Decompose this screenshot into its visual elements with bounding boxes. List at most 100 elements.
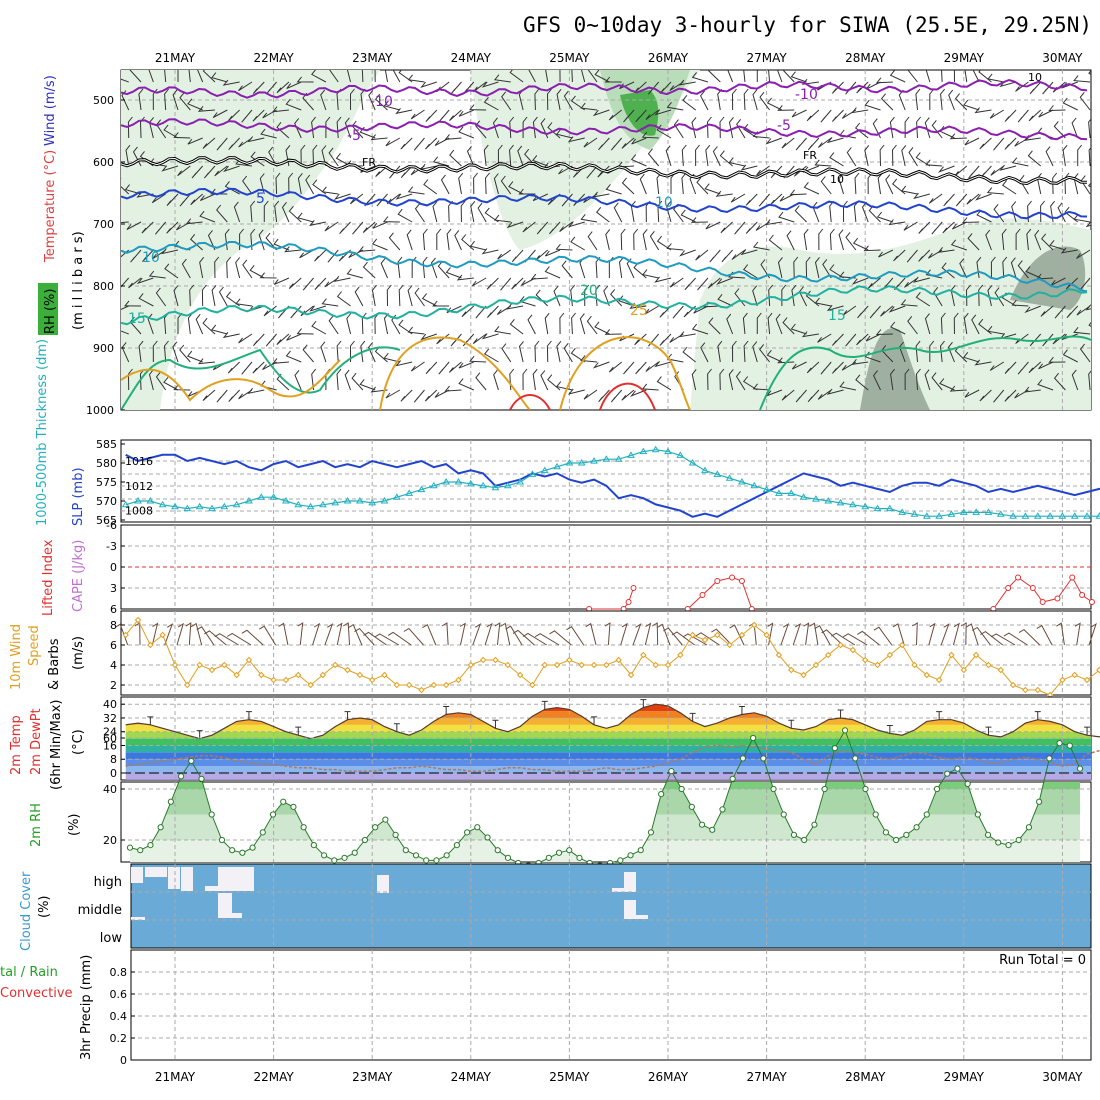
wind10-barbs bbox=[114, 622, 1097, 646]
wind-barb bbox=[764, 219, 783, 226]
rh-point bbox=[351, 849, 358, 856]
wind-barb bbox=[743, 70, 746, 83]
wind-barb bbox=[1076, 305, 1091, 316]
wind-barb bbox=[444, 385, 462, 392]
rh-point bbox=[780, 811, 787, 818]
rh-point bbox=[790, 831, 798, 839]
wind-barb bbox=[583, 389, 598, 400]
wind-barb bbox=[223, 165, 240, 173]
wind-barb bbox=[681, 172, 687, 195]
wind-barb bbox=[907, 315, 918, 335]
rh-point bbox=[147, 842, 154, 849]
wind-speed-point bbox=[972, 651, 980, 659]
tick-label: 900 bbox=[93, 342, 114, 355]
wind-barb bbox=[966, 623, 979, 646]
wind-barb bbox=[546, 340, 552, 363]
tick-label: 0.6 bbox=[110, 988, 128, 1001]
wind-barb bbox=[659, 333, 672, 346]
tick-label: 1016 bbox=[125, 455, 153, 468]
wind-barb bbox=[925, 269, 943, 279]
thickness-point bbox=[380, 497, 389, 504]
wind-barb bbox=[374, 633, 400, 646]
wind-barb bbox=[501, 343, 512, 363]
tick-label: 1012 bbox=[125, 480, 153, 493]
wind-barb bbox=[273, 238, 290, 251]
lifted-index-point bbox=[1054, 595, 1061, 602]
wind-barb bbox=[177, 165, 191, 177]
wind-barb bbox=[814, 625, 831, 646]
tick-label: 40 bbox=[103, 698, 117, 711]
wind-barb bbox=[314, 277, 327, 291]
thickness-point bbox=[701, 466, 709, 474]
wind-barb bbox=[953, 312, 959, 335]
wind-barb bbox=[937, 165, 955, 173]
wind-barb bbox=[608, 361, 623, 373]
wind-barb bbox=[400, 389, 413, 402]
wind-barb bbox=[346, 70, 352, 83]
contour-line bbox=[509, 394, 551, 410]
rh-point bbox=[392, 831, 399, 839]
contour-label: 10 bbox=[830, 173, 844, 186]
wind-barb bbox=[873, 626, 893, 646]
wind-speed-point bbox=[332, 661, 339, 669]
wind-barb bbox=[959, 258, 968, 279]
wind-barb bbox=[752, 89, 758, 111]
wind-barb bbox=[693, 305, 709, 314]
wind-barb bbox=[679, 249, 696, 257]
wind-barb bbox=[955, 193, 968, 207]
wind-barb bbox=[765, 137, 783, 145]
rh-point bbox=[443, 852, 450, 859]
wind-barb bbox=[1088, 370, 1091, 391]
wind-barb bbox=[1064, 206, 1079, 223]
wind-barb bbox=[568, 221, 585, 228]
wind-barb bbox=[820, 176, 832, 195]
wind-barb bbox=[695, 249, 709, 261]
wind-barb bbox=[594, 321, 610, 335]
minmax-marker bbox=[886, 724, 893, 734]
wind-speed-point bbox=[714, 631, 721, 639]
wind-barb bbox=[845, 333, 857, 347]
thickness-point bbox=[627, 451, 635, 458]
wind-barb bbox=[199, 256, 205, 279]
date-label: 28MAY bbox=[845, 51, 886, 65]
wind-barb bbox=[644, 305, 659, 315]
wind-barb bbox=[461, 305, 475, 318]
wind-barb bbox=[793, 256, 799, 279]
rh-point bbox=[249, 844, 256, 851]
wind-barb bbox=[536, 221, 549, 235]
rh-point bbox=[198, 775, 205, 782]
wind-barb bbox=[831, 632, 856, 646]
wind-barb bbox=[484, 622, 493, 646]
wind-barb bbox=[594, 70, 610, 83]
wind-barb bbox=[188, 70, 191, 83]
wind-barb bbox=[302, 277, 314, 291]
wind-barb bbox=[931, 372, 943, 391]
wind-barb bbox=[776, 70, 783, 83]
tick-label: 16 bbox=[103, 739, 117, 752]
wind-barb bbox=[994, 287, 1005, 307]
date-label: 21MAY bbox=[155, 51, 196, 65]
tick-label: 4 bbox=[110, 659, 117, 672]
wind-speed-point bbox=[1022, 686, 1029, 694]
wind-barb bbox=[903, 221, 918, 231]
wind-barb bbox=[809, 622, 819, 646]
lifted-index-line bbox=[687, 576, 753, 610]
cloud-gap bbox=[168, 867, 180, 889]
wind-barb bbox=[1004, 389, 1017, 402]
wind-barb bbox=[179, 344, 191, 363]
wind-barb bbox=[522, 368, 528, 391]
wind-barb bbox=[949, 385, 967, 392]
wind-barb bbox=[620, 228, 626, 251]
wind-barb bbox=[604, 622, 611, 646]
wind-barb bbox=[483, 348, 499, 363]
wind-barb bbox=[1028, 109, 1042, 122]
wind-barb bbox=[352, 221, 364, 235]
wind-barb bbox=[854, 122, 869, 139]
temp2m-series bbox=[121, 699, 1100, 774]
wind-barb bbox=[832, 109, 844, 122]
wind-speed-point bbox=[368, 676, 376, 684]
date-label: 29MAY bbox=[944, 51, 985, 65]
wind-barb bbox=[630, 154, 647, 167]
wind-speed-point bbox=[997, 666, 1004, 674]
wind-barb bbox=[273, 277, 290, 285]
